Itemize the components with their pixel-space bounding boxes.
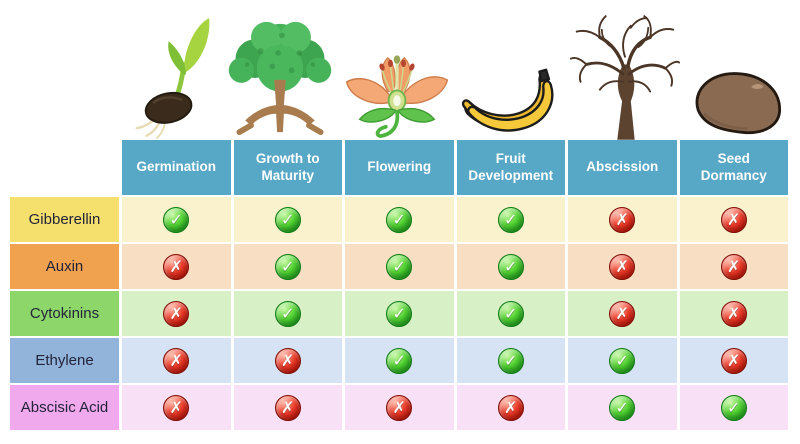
table-cell: ✓ (345, 244, 454, 289)
check-icon: ✓ (274, 206, 301, 233)
column-header-label: Germination (136, 159, 216, 175)
cross-icon: ✗ (163, 394, 190, 421)
icon-cell-dormancy (684, 0, 788, 143)
check-icon: ✓ (497, 347, 524, 374)
column-header-label: Abscission (586, 159, 659, 175)
table-cell: ✗ (233, 338, 342, 383)
cross-icon: ✗ (720, 300, 747, 327)
check-icon: ✓ (386, 206, 413, 233)
row-header-auxin: Auxin (10, 244, 119, 289)
row-header-cytokinins: Cytokinins (10, 291, 119, 336)
tree-icon (228, 21, 332, 136)
column-header-label: Growth to Maturity (255, 150, 320, 183)
column-header-growth-to-maturity: Growth to Maturity (233, 140, 342, 195)
column-header-label: Seed Dormancy (700, 150, 767, 183)
column-header-label: Fruit Development (468, 150, 554, 183)
check-icon: ✓ (497, 300, 524, 327)
cross-icon: ✗ (609, 300, 636, 327)
bare-tree-icon (569, 15, 681, 140)
seedling-icon (135, 18, 209, 139)
table-cell: ✓ (456, 291, 565, 336)
icons-row (10, 0, 788, 140)
check-icon: ✓ (274, 253, 301, 280)
table-cell: ✗ (679, 197, 788, 242)
row-header-ethylene: Ethylene (10, 338, 119, 383)
table-cell: ✗ (233, 385, 342, 430)
table-cell: ✗ (679, 338, 788, 383)
table-cell: ✗ (568, 291, 677, 336)
column-header-label: Flowering (367, 159, 432, 175)
table-cell: ✓ (345, 338, 454, 383)
cross-icon: ✗ (497, 394, 524, 421)
table-cell: ✗ (679, 291, 788, 336)
row-header-abscisic-acid: Abscisic Acid (10, 385, 119, 430)
table-cell: ✓ (345, 197, 454, 242)
column-header-seed-dormancy: Seed Dormancy (679, 140, 788, 195)
cross-icon: ✗ (609, 253, 636, 280)
column-header-abscission: Abscission (568, 140, 677, 195)
check-icon: ✓ (497, 206, 524, 233)
column-header-germination: Germination (122, 140, 231, 195)
flower-icon (345, 55, 449, 139)
table-cell: ✓ (122, 197, 231, 242)
table-cell: ✗ (122, 338, 231, 383)
table-cell: ✓ (679, 385, 788, 430)
table-cell: ✗ (122, 291, 231, 336)
cross-icon: ✗ (163, 300, 190, 327)
check-icon: ✓ (386, 347, 413, 374)
icon-cell-fruit (456, 0, 566, 143)
icon-cell-growth (222, 0, 338, 143)
table-cell: ✗ (456, 385, 565, 430)
table-cell: ✓ (456, 197, 565, 242)
table-cell: ✗ (568, 244, 677, 289)
check-icon: ✓ (609, 347, 636, 374)
table-cell: ✓ (233, 244, 342, 289)
cross-icon: ✗ (163, 253, 190, 280)
check-icon: ✓ (163, 206, 190, 233)
corner-spacer (10, 140, 119, 195)
check-icon: ✓ (497, 253, 524, 280)
table-cell: ✗ (122, 244, 231, 289)
column-header-flowering: Flowering (345, 140, 454, 195)
icon-cell-flowering (341, 0, 453, 143)
row-header-gibberellin: Gibberellin (10, 197, 119, 242)
table-cell: ✗ (679, 244, 788, 289)
seed-icon (695, 72, 782, 135)
cross-icon: ✗ (720, 253, 747, 280)
hormone-table: Germination Growth to Maturity Flowering… (10, 140, 788, 430)
check-icon: ✓ (720, 394, 747, 421)
icons-row-spacer (10, 0, 119, 143)
check-icon: ✓ (386, 253, 413, 280)
table-cell: ✓ (233, 291, 342, 336)
table-cell: ✓ (345, 291, 454, 336)
table-cell: ✓ (456, 244, 565, 289)
table-cell: ✗ (122, 385, 231, 430)
cross-icon: ✗ (720, 347, 747, 374)
check-icon: ✓ (609, 394, 636, 421)
column-header-fruit-development: Fruit Development (456, 140, 565, 195)
cross-icon: ✗ (274, 394, 301, 421)
table-cell: ✗ (568, 197, 677, 242)
table-cell: ✗ (345, 385, 454, 430)
table-cell: ✓ (456, 338, 565, 383)
table-cell: ✓ (568, 338, 677, 383)
table-cell: ✓ (568, 385, 677, 430)
icon-cell-germination (122, 0, 219, 143)
cross-icon: ✗ (720, 206, 747, 233)
check-icon: ✓ (274, 300, 301, 327)
cross-icon: ✗ (274, 347, 301, 374)
bananas-icon (461, 68, 554, 132)
check-icon: ✓ (386, 300, 413, 327)
cross-icon: ✗ (163, 347, 190, 374)
cross-icon: ✗ (386, 394, 413, 421)
icon-cell-abscission (569, 0, 681, 143)
table-cell: ✓ (233, 197, 342, 242)
cross-icon: ✗ (609, 206, 636, 233)
